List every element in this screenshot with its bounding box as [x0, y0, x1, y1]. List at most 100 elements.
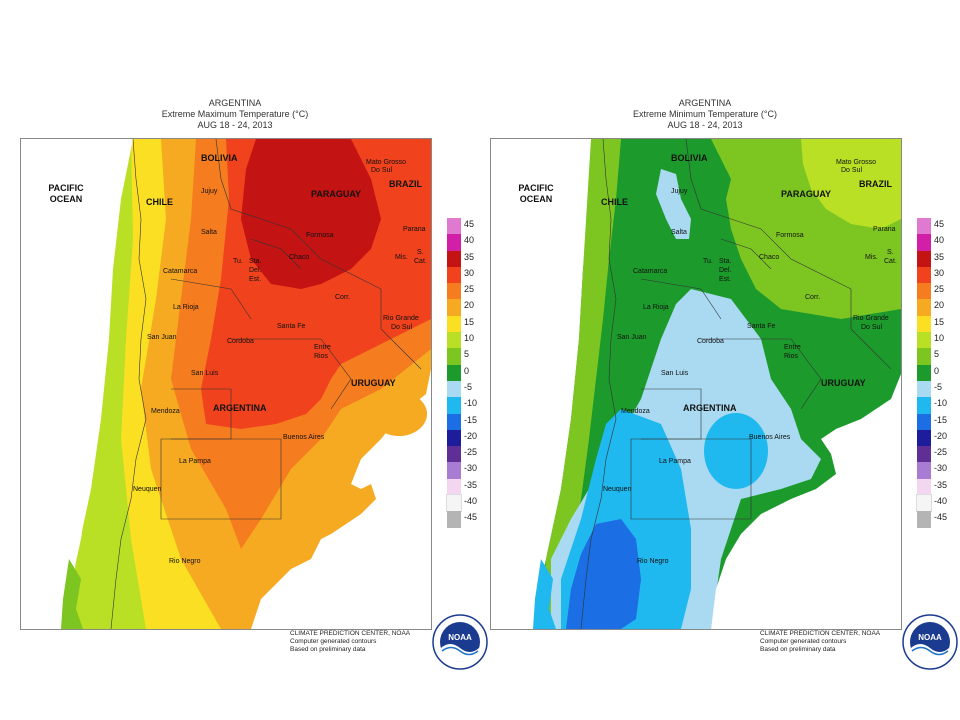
label-san-juan: San Juan [147, 334, 177, 341]
legend-row: -30 [447, 462, 507, 479]
legend-swatch [917, 315, 931, 333]
noaa-logo-icon: NOAA [432, 614, 488, 670]
legend-row: -45 [447, 511, 507, 528]
legend-row: 45 [917, 218, 960, 235]
max-temp-dates: AUG 18 - 24, 2013 [197, 120, 273, 130]
band-5-west-coast [539, 139, 621, 629]
label-santa-fe: Santa Fe [277, 323, 306, 330]
legend-label: 15 [934, 316, 945, 327]
legend-row: 15 [447, 315, 507, 333]
legend-label: -20 [464, 430, 478, 441]
legend-label: 40 [464, 235, 475, 246]
max-temp-title: ARGENTINA [208, 98, 262, 108]
label-sta: Sta. [249, 258, 262, 265]
legend-label: 10 [934, 333, 945, 344]
legend-swatch [446, 494, 462, 513]
label-del: Del. [719, 267, 732, 274]
legend-swatch [917, 218, 931, 235]
legend-swatch [447, 364, 461, 381]
legend-label: 15 [464, 316, 475, 327]
max-temp-map: PACIFIC OCEAN BOLIVIA CHILE PARAGUAY BRA… [20, 138, 432, 630]
legend-label: -35 [934, 479, 948, 490]
chilean-islands [533, 559, 556, 629]
label-la-rioja: La Rioja [173, 304, 199, 311]
atlantic-ocean-area [711, 374, 901, 629]
legend-swatch [917, 478, 931, 496]
label-chile: CHILE [146, 197, 173, 207]
label-cordoba: Cordoba [697, 338, 724, 345]
legend-row: 40 [447, 234, 507, 251]
legend-label: -15 [464, 414, 478, 425]
label-rio-negro: Rio Negro [637, 558, 669, 565]
label-entre-2: Rios [314, 353, 329, 360]
footer-line-1: CLIMATE PREDICTION CENTER, NOAA [760, 630, 881, 637]
label-catamarca: Catamarca [163, 268, 197, 275]
legend-label: -5 [464, 381, 473, 392]
label-mendoza: Mendoza [621, 408, 650, 415]
label-santa-fe: Santa Fe [747, 323, 776, 330]
legend-swatch [447, 511, 461, 528]
legend-label: 5 [934, 349, 940, 360]
label-salta: Salta [671, 229, 687, 236]
footer-line-3: Based on preliminary data [760, 646, 836, 653]
band-minus5-jujuy [656, 169, 691, 239]
legend-swatch [447, 234, 461, 251]
band-minus15 [566, 519, 641, 629]
legend-swatch [447, 266, 461, 284]
min-temp-subtitle: Extreme Minimum Temperature (°C) [633, 109, 777, 119]
min-temp-panel: ARGENTINA Extreme Minimum Temperature (°… [490, 98, 958, 670]
pacific-ocean-area [491, 139, 591, 629]
label-mato-grosso-2: Do Sul [371, 167, 392, 174]
legend-swatch [917, 364, 931, 381]
legend-label: 5 [464, 349, 470, 360]
legend-label: -10 [934, 398, 948, 409]
legend-label: -25 [934, 447, 948, 458]
label-scat-1: S. [417, 249, 424, 256]
legend-row: 25 [447, 283, 507, 300]
legend-row: -15 [917, 413, 960, 430]
legend-row: 10 [917, 332, 960, 349]
label-sta: Sta. [719, 258, 732, 265]
label-mis: Mis. [395, 254, 408, 261]
legend-label: 30 [464, 267, 475, 278]
label-pacific-2: OCEAN [520, 194, 553, 204]
label-pacific-1: PACIFIC [48, 183, 84, 193]
legend-label: 20 [464, 300, 475, 311]
band-10-northeast [801, 139, 901, 229]
pacific-ocean-area [21, 139, 133, 629]
min-temp-legend: 45 40 35 30 25 20 15 10 5 0 -5 -10 -15 -… [916, 218, 960, 528]
chilean-islands [61, 559, 83, 629]
legend-swatch [917, 234, 931, 251]
label-del: Del. [249, 267, 262, 274]
label-chaco: Chaco [759, 254, 779, 261]
label-uruguay: URUGUAY [351, 378, 396, 388]
label-pacific-1: PACIFIC [518, 183, 554, 193]
legend-row: 35 [917, 250, 960, 267]
legend-row: -30 [917, 462, 960, 479]
label-est: Est. [249, 276, 261, 283]
legend-swatch [447, 299, 461, 316]
max-temp-panel: ARGENTINA Extreme Maximum Temperature (°… [20, 98, 488, 670]
legend-row: 45 [447, 218, 507, 235]
label-uruguay: URUGUAY [821, 378, 866, 388]
legend-label: 25 [464, 284, 475, 295]
min-temp-title: ARGENTINA [678, 98, 732, 108]
legend-row: 20 [917, 299, 960, 316]
legend-label: -25 [464, 447, 478, 458]
label-la-pampa: La Pampa [659, 458, 691, 465]
min-temp-map-svg: PACIFIC OCEAN BOLIVIA CHILE PARAGUAY BRA… [491, 139, 901, 629]
legend-row: -45 [917, 511, 960, 528]
label-pacific-2: OCEAN [50, 194, 83, 204]
legend-label: -35 [464, 479, 478, 490]
legend-row: 35 [447, 250, 507, 267]
legend-swatch [447, 348, 461, 365]
label-scat-2: Cat. [414, 258, 427, 265]
label-neuquen: Neuquen [133, 486, 162, 493]
legend-label: 10 [464, 333, 475, 344]
legend-swatch [917, 250, 931, 267]
label-rio-grande-1: Rio Grande [383, 315, 419, 322]
footer-line-2: Computer generated contours [290, 638, 377, 645]
label-cordoba: Cordoba [227, 338, 254, 345]
label-la-pampa: La Pampa [179, 458, 211, 465]
legend-row: 30 [917, 266, 960, 284]
